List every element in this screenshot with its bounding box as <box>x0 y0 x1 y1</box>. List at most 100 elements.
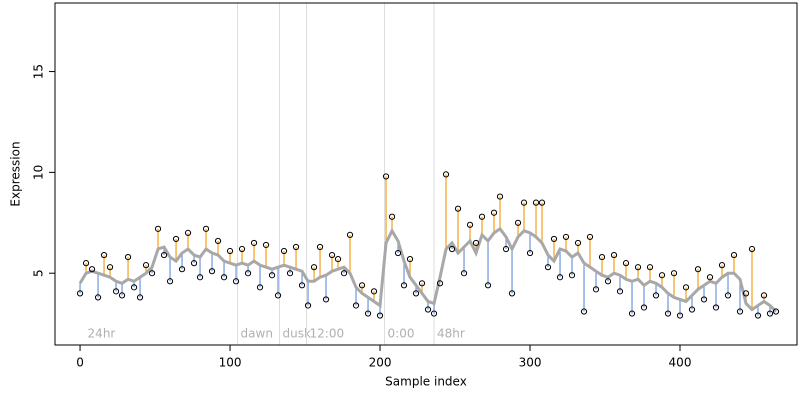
point <box>124 253 132 261</box>
x-axis-label: Sample index <box>385 375 467 389</box>
point <box>238 245 246 253</box>
point <box>454 205 462 212</box>
point <box>634 264 642 271</box>
point <box>544 264 552 271</box>
point <box>712 304 720 311</box>
marker-label: 24hr <box>88 327 116 341</box>
point <box>250 239 258 247</box>
point <box>652 292 660 299</box>
point <box>742 290 750 297</box>
point <box>676 312 684 319</box>
point <box>178 266 186 273</box>
point <box>244 270 252 277</box>
point <box>472 239 480 247</box>
point <box>616 288 624 295</box>
point <box>304 302 312 309</box>
point <box>562 233 570 241</box>
point <box>442 171 450 178</box>
point <box>160 251 168 259</box>
point <box>82 260 90 267</box>
point <box>322 296 330 303</box>
x-tick-label: 100 <box>219 356 242 370</box>
point <box>508 290 516 297</box>
point <box>352 302 360 309</box>
point <box>184 229 192 236</box>
x-tick-label: 200 <box>369 356 392 370</box>
point <box>286 270 294 277</box>
point <box>496 193 504 200</box>
point <box>532 199 540 206</box>
point <box>772 308 780 315</box>
marker-label: dawn <box>241 327 273 341</box>
point <box>274 292 282 299</box>
point <box>394 249 402 257</box>
point <box>502 245 510 253</box>
point <box>730 251 738 259</box>
point <box>340 270 348 277</box>
point <box>622 260 630 267</box>
point <box>88 266 96 273</box>
point <box>604 278 612 285</box>
point <box>220 274 228 281</box>
point <box>514 219 522 226</box>
point <box>310 264 318 271</box>
point <box>364 310 372 317</box>
point <box>628 310 636 317</box>
point <box>172 235 180 243</box>
point <box>490 209 498 216</box>
point <box>148 270 156 277</box>
plot-frame <box>54 2 798 346</box>
y-tick-label: 10 <box>32 165 46 180</box>
point <box>736 308 744 315</box>
marker-label: 0:00 <box>388 327 415 341</box>
point <box>262 241 270 249</box>
point <box>232 278 240 285</box>
point <box>568 272 576 279</box>
point <box>520 199 528 206</box>
point <box>292 243 300 251</box>
point <box>646 264 654 271</box>
point <box>424 306 432 313</box>
point <box>112 288 120 295</box>
point <box>430 310 438 317</box>
point <box>448 245 456 253</box>
point <box>100 251 108 259</box>
point <box>196 274 204 281</box>
point <box>706 274 714 281</box>
point <box>688 306 696 313</box>
point <box>658 272 666 279</box>
marker-label: 12:00 <box>310 327 345 341</box>
point <box>190 260 198 267</box>
point <box>382 173 390 180</box>
point <box>166 278 174 285</box>
point <box>334 255 342 263</box>
point <box>586 233 594 241</box>
point <box>556 274 564 281</box>
point <box>358 282 366 289</box>
point <box>226 247 234 255</box>
point <box>640 304 648 311</box>
point <box>76 290 84 297</box>
point <box>574 239 582 247</box>
point <box>346 231 354 238</box>
point <box>580 308 588 315</box>
point <box>466 221 474 228</box>
point <box>694 266 702 273</box>
y-tick-label: 15 <box>32 64 46 79</box>
point <box>484 282 492 289</box>
point <box>766 310 774 317</box>
point <box>406 255 414 263</box>
point <box>760 292 768 299</box>
point <box>400 282 408 289</box>
smooth-line <box>78 226 778 313</box>
point <box>538 199 546 206</box>
point <box>370 288 378 295</box>
point <box>478 213 486 220</box>
y-tick-label: 5 <box>32 269 46 277</box>
point <box>460 270 468 277</box>
point <box>436 280 444 287</box>
point <box>610 251 618 259</box>
point <box>316 243 324 251</box>
point <box>280 247 288 255</box>
